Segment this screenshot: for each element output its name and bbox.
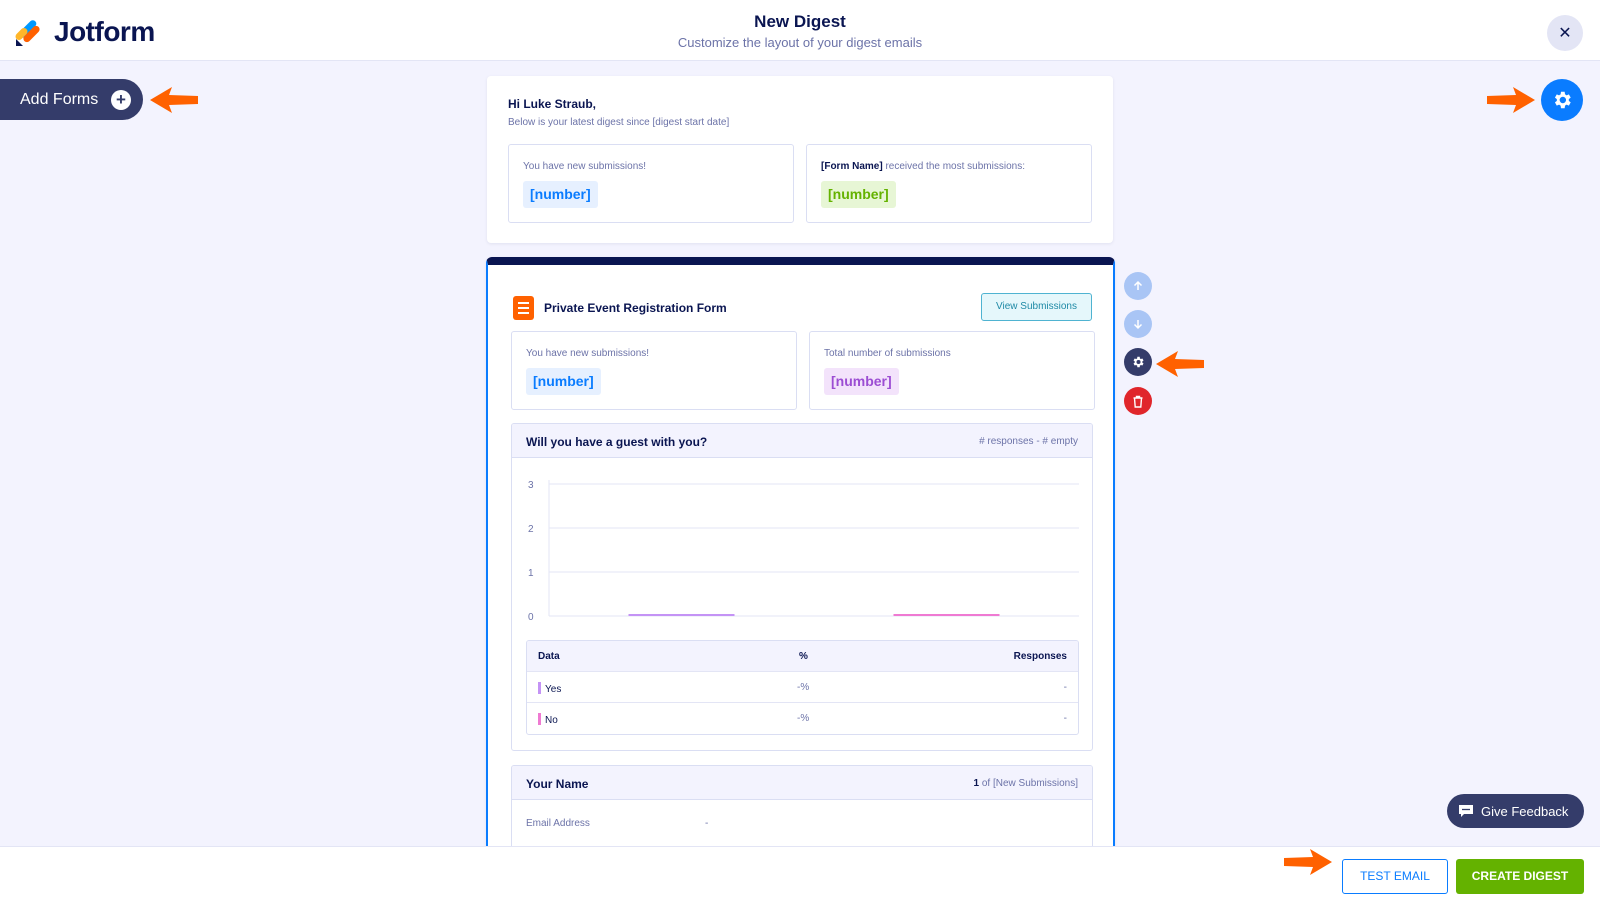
y-tick-label: 1 [528, 568, 534, 579]
bar-yes [628, 614, 735, 616]
total-submissions-stat: Total number of submissions [number] [809, 331, 1095, 410]
move-down-button[interactable] [1124, 310, 1152, 338]
row-responses: - [1063, 713, 1067, 724]
add-forms-label: Add Forms [20, 90, 99, 108]
greeting-name: Hi Luke Straub, [508, 97, 597, 111]
new-submissions-stat: You have new submissions! [number] [508, 144, 794, 223]
response-table: Data % Responses Yes -% - No -% - [526, 640, 1079, 735]
form-icon [513, 296, 534, 320]
arrow-pointer-icon [1487, 87, 1535, 113]
question-header: Will you have a guest with you? # respon… [512, 424, 1092, 458]
feedback-icon [1459, 805, 1473, 817]
view-submissions-button[interactable]: View Submissions [981, 293, 1092, 321]
question-title: Will you have a guest with you? [526, 435, 708, 449]
test-email-button[interactable]: TEST EMAIL [1342, 859, 1448, 894]
arrow-pointer-icon [150, 87, 198, 113]
form-settings-button[interactable] [1124, 348, 1152, 376]
digest-settings-button[interactable] [1541, 79, 1583, 121]
field-row-label: Email Address [526, 818, 590, 829]
gear-icon [1554, 91, 1571, 109]
close-icon: ✕ [1558, 25, 1572, 42]
arrow-pointer-icon [1156, 351, 1204, 377]
stat-label: [Form Name] received the most submission… [821, 161, 1025, 172]
greeting-subline: Below is your latest digest since [diges… [508, 117, 730, 128]
column-header-percent: % [799, 651, 808, 662]
question-meta: # responses - # empty [979, 436, 1078, 447]
stat-label: You have new submissions! [523, 161, 647, 172]
row-percent: -% [797, 682, 810, 693]
table-row: No -% - [527, 703, 1078, 734]
page-title: New Digest [754, 12, 846, 31]
row-label: Yes [538, 682, 561, 695]
jotform-logo-icon [14, 17, 44, 47]
y-tick-label: 3 [528, 480, 534, 491]
stat-label: Total number of submissions [824, 348, 951, 359]
column-header-responses: Responses [1013, 651, 1067, 662]
stat-value: [number] [526, 368, 601, 395]
give-feedback-label: Give Feedback [1481, 803, 1569, 819]
y-tick-label: 0 [528, 612, 534, 623]
form-digest-card: Private Event Registration Form View Sub… [486, 257, 1115, 857]
close-button[interactable]: ✕ [1547, 15, 1583, 51]
jotform-logo[interactable]: Jotform [14, 16, 155, 48]
stat-label: You have new submissions! [526, 348, 650, 359]
legend-swatch [538, 713, 541, 725]
greeting-card: Hi Luke Straub, Below is your latest dig… [487, 76, 1113, 243]
plus-circle-icon: + [111, 90, 131, 110]
page-subtitle: Customize the layout of your digest emai… [677, 35, 923, 50]
move-down-icon [1133, 320, 1143, 330]
row-responses: - [1063, 682, 1067, 693]
footer-bar: TEST EMAIL CREATE DIGEST [0, 846, 1600, 900]
row-label: No [538, 713, 558, 726]
legend-swatch [538, 682, 541, 694]
delete-form-button[interactable] [1124, 387, 1152, 415]
y-tick-label: 2 [528, 524, 534, 535]
brand-name: Jotform [54, 16, 155, 47]
name-field-block: Your Name 1 of [New Submissions] Email A… [511, 765, 1093, 855]
trash-icon [1133, 395, 1143, 408]
stat-value: [number] [821, 181, 896, 208]
bar-no [893, 614, 1000, 616]
most-submissions-stat: [Form Name] received the most submission… [806, 144, 1092, 223]
create-digest-button[interactable]: CREATE DIGEST [1456, 859, 1584, 894]
move-up-icon [1133, 280, 1143, 290]
question-block: Will you have a guest with you? # respon… [511, 423, 1093, 751]
form-title: Private Event Registration Form [544, 301, 727, 315]
arrow-pointer-icon [1284, 849, 1332, 875]
add-forms-button[interactable]: Add Forms + [0, 79, 143, 120]
field-header: Your Name 1 of [New Submissions] [512, 766, 1092, 800]
give-feedback-button[interactable]: Give Feedback [1447, 794, 1584, 828]
table-header-row: Data % Responses [527, 641, 1078, 672]
gear-icon [1133, 356, 1144, 368]
response-chart: 0 1 2 3 [528, 480, 1079, 623]
new-submissions-stat: You have new submissions! [number] [511, 331, 797, 410]
move-up-button[interactable] [1124, 272, 1152, 300]
field-title: Your Name [526, 777, 589, 791]
stat-value: [number] [824, 368, 899, 395]
app-header: Jotform New Digest Customize the layout … [0, 0, 1600, 61]
row-percent: -% [797, 713, 810, 724]
field-row-value: - [705, 818, 709, 829]
table-row: Yes -% - [527, 672, 1078, 703]
stat-value: [number] [523, 181, 598, 208]
field-meta: 1 of [New Submissions] [973, 778, 1079, 789]
column-header-data: Data [538, 651, 560, 662]
